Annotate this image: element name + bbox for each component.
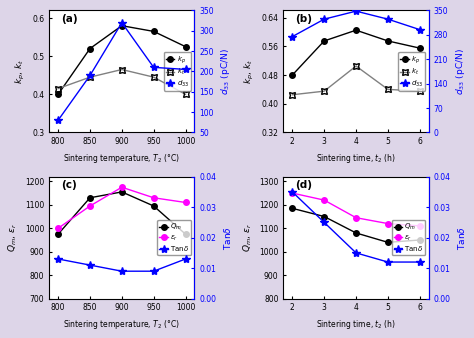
Legend: $Q_m$, $\varepsilon_r$, Tan$\delta$: $Q_m$, $\varepsilon_r$, Tan$\delta$ [392, 220, 425, 255]
X-axis label: Sintering temperature, $T_2$ (°C): Sintering temperature, $T_2$ (°C) [64, 152, 180, 165]
X-axis label: Sintering temperature, $T_2$ (°C): Sintering temperature, $T_2$ (°C) [64, 318, 180, 331]
Legend: $Q_m$, $\varepsilon_r$, Tan$\delta$: $Q_m$, $\varepsilon_r$, Tan$\delta$ [157, 220, 191, 255]
X-axis label: Sintering time, $t_2$ (h): Sintering time, $t_2$ (h) [316, 318, 396, 331]
Y-axis label: Tan$\delta$: Tan$\delta$ [456, 226, 467, 249]
Y-axis label: $d_{33}$ (pC/N): $d_{33}$ (pC/N) [219, 48, 232, 95]
Y-axis label: $k_p$, $k_t$: $k_p$, $k_t$ [14, 59, 27, 84]
Y-axis label: $Q_m$, $\varepsilon_r$: $Q_m$, $\varepsilon_r$ [7, 223, 19, 252]
Text: (b): (b) [295, 14, 312, 24]
Text: (d): (d) [295, 180, 312, 190]
Y-axis label: $Q_m$, $\varepsilon_r$: $Q_m$, $\varepsilon_r$ [241, 223, 254, 252]
X-axis label: Sintering time, $t_2$ (h): Sintering time, $t_2$ (h) [316, 152, 396, 165]
Y-axis label: Tan$\delta$: Tan$\delta$ [222, 226, 233, 249]
Legend: $k_p$, $k_t$, $d_{33}$: $k_p$, $k_t$, $d_{33}$ [398, 52, 425, 91]
Y-axis label: $k_p$, $k_t$: $k_p$, $k_t$ [243, 59, 256, 84]
Y-axis label: $d_{33}$ (pC/N): $d_{33}$ (pC/N) [454, 48, 467, 95]
Text: (c): (c) [61, 180, 77, 190]
Text: (a): (a) [61, 14, 77, 24]
Legend: $k_p$, $k_t$, $d_{33}$: $k_p$, $k_t$, $d_{33}$ [164, 52, 191, 91]
